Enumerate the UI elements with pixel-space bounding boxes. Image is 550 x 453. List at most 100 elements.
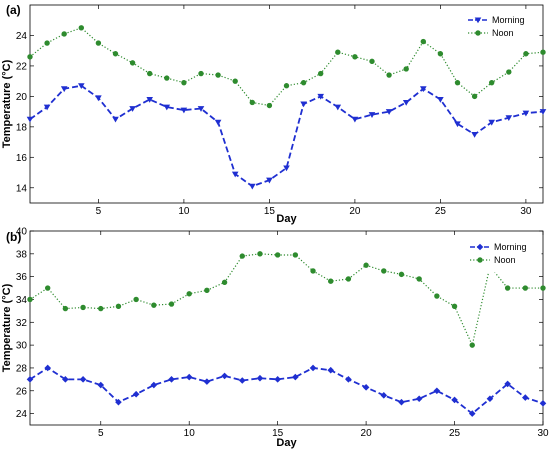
data-point-morning — [345, 376, 352, 383]
x-tick-label: 10 — [184, 428, 196, 439]
data-point-noon — [164, 75, 170, 81]
data-point-morning — [398, 398, 405, 406]
data-point-morning — [274, 376, 281, 383]
data-point-noon — [232, 78, 238, 84]
data-point-noon — [454, 79, 461, 86]
data-point-morning — [129, 106, 136, 112]
data-point-noon — [112, 51, 119, 57]
legend: Morning Noon — [465, 9, 540, 46]
data-point-noon — [215, 72, 221, 78]
data-point-morning — [238, 377, 246, 384]
data-point-noon — [416, 276, 422, 282]
data-point-noon — [44, 40, 50, 46]
data-point-noon — [540, 49, 546, 55]
data-point-morning — [385, 109, 393, 115]
data-point-morning — [351, 116, 359, 123]
data-point-morning — [95, 95, 102, 102]
data-point-morning — [146, 96, 153, 103]
data-point-noon — [151, 302, 157, 308]
data-point-morning — [402, 100, 410, 106]
data-point-noon — [489, 79, 495, 86]
data-point-noon — [239, 253, 245, 259]
legend-label-morning: Morning — [492, 15, 525, 25]
x-tick-label: 5 — [98, 428, 104, 439]
data-point-noon — [352, 54, 358, 60]
data-point-noon — [420, 38, 426, 45]
data-point-morning — [317, 93, 324, 100]
data-point-morning — [78, 83, 85, 90]
legend-label-morning: Morning — [494, 242, 527, 252]
data-point-noon — [266, 102, 273, 109]
data-point-noon — [292, 252, 299, 258]
data-point-morning — [180, 107, 188, 114]
data-point-noon — [398, 271, 405, 278]
data-point-noon — [61, 31, 67, 37]
data-point-noon — [437, 51, 444, 57]
data-point-morning — [309, 364, 317, 372]
data-point-morning — [26, 116, 34, 123]
data-point-noon — [27, 296, 33, 303]
data-point-noon — [181, 79, 187, 86]
y-tick-label: 38 — [16, 249, 28, 260]
data-point-morning — [437, 96, 444, 103]
data-point-noon — [469, 342, 475, 348]
legend-marker-noon — [477, 257, 483, 263]
chart-panel-b: 5 10 15 20 25 30 24 26 28 30 32 34 36 38 40 Day Temperat… — [1, 227, 549, 450]
plot-area-frame — [29, 4, 544, 204]
data-point-noon — [363, 262, 369, 268]
data-point-morning — [362, 384, 370, 391]
data-point-noon — [451, 303, 458, 310]
data-point-morning — [26, 376, 34, 383]
x-tick-label: 30 — [537, 428, 549, 439]
panel-label: (b) — [6, 230, 21, 244]
data-point-morning — [522, 110, 530, 117]
data-point-noon — [381, 268, 387, 274]
data-point-noon — [257, 251, 263, 257]
data-point-morning — [256, 374, 264, 382]
data-point-morning — [132, 390, 140, 398]
y-tick-label: 24 — [16, 31, 28, 42]
y-tick-label: 34 — [16, 295, 28, 306]
y-tick-label: 24 — [16, 409, 28, 420]
x-axis-label: Day — [276, 213, 297, 225]
y-tick-label: 16 — [16, 153, 28, 164]
data-point-morning — [334, 104, 342, 111]
y-tick-label: 36 — [16, 272, 28, 283]
data-point-noon — [129, 60, 136, 66]
data-point-morning — [168, 376, 175, 383]
data-point-morning — [283, 165, 290, 172]
y-tick-label: 30 — [16, 341, 28, 352]
data-point-noon — [249, 99, 256, 106]
data-point-morning — [115, 398, 122, 406]
data-point-morning — [471, 131, 478, 138]
legend-box — [467, 236, 542, 273]
y-axis-label: Temperature (°C) — [1, 59, 13, 148]
data-point-noon — [328, 278, 334, 284]
data-point-morning — [249, 183, 256, 190]
data-point-noon — [98, 305, 104, 312]
legend-label-noon: Noon — [492, 28, 514, 38]
legend-marker-noon — [475, 30, 481, 36]
data-point-noon — [78, 25, 85, 31]
x-tick-label: 20 — [349, 206, 361, 217]
data-point-noon — [115, 303, 122, 310]
series-line-morning — [29, 366, 544, 415]
data-point-noon — [522, 285, 529, 291]
data-point-noon — [95, 40, 102, 46]
x-tick-label: 15 — [264, 206, 276, 217]
data-point-morning — [197, 106, 205, 112]
x-tick-label: 15 — [272, 428, 284, 439]
data-point-morning — [368, 112, 376, 118]
data-point-noon — [62, 305, 69, 312]
legend-box — [465, 9, 540, 46]
data-point-noon — [310, 268, 316, 274]
data-point-morning — [505, 115, 513, 122]
legend: Morning Noon — [467, 236, 542, 273]
y-tick-label: 14 — [16, 183, 28, 194]
data-point-morning — [300, 101, 307, 108]
data-point-noon — [318, 70, 324, 77]
data-point-morning — [185, 373, 193, 381]
data-point-noon — [283, 83, 290, 89]
data-point-noon — [221, 279, 228, 286]
